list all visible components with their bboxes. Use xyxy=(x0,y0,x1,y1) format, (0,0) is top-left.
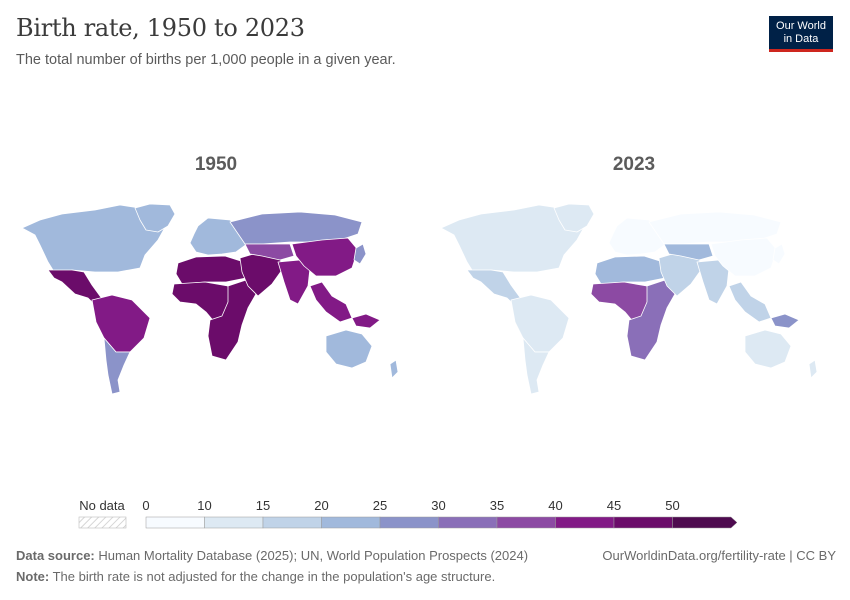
region-2023-north-africa[interactable]: North Africa: 21 xyxy=(594,255,666,285)
legend-tick-label: 45 xyxy=(607,498,621,513)
legend-tick-label: 50 xyxy=(665,498,679,513)
map-title-2023: 2023 xyxy=(612,154,656,175)
region-1950-central-asia[interactable]: Central Asia: 38 xyxy=(244,243,295,261)
region-2023-north-america[interactable]: North America: 11 xyxy=(440,204,588,276)
legend-bin-6 xyxy=(496,516,556,529)
chart-title: Birth rate, 1950 to 2023 xyxy=(16,14,305,42)
legend-tick-label: 30 xyxy=(431,498,445,513)
region-2023-central-asia[interactable]: Central Asia: 22 xyxy=(663,243,714,261)
legend-tick-label: 0 xyxy=(142,498,149,513)
legend-tick-label: 35 xyxy=(490,498,504,513)
world-map-2023: North America: 11Greenland: 13Mexico & C… xyxy=(440,203,818,395)
legend-bin-0 xyxy=(145,516,205,529)
note-label: Note: xyxy=(16,569,50,584)
chart-note: Note: The birth rate is not adjusted for… xyxy=(16,569,495,584)
legend-bin-2 xyxy=(262,516,322,529)
legend-bin-5 xyxy=(438,516,498,529)
legend-tick-label: 40 xyxy=(548,498,562,513)
note-text: The birth rate is not adjusted for the c… xyxy=(52,569,496,584)
source-label: Data source: xyxy=(16,548,95,563)
region-2023-new-guinea[interactable]: New Guinea: 25 xyxy=(770,313,800,329)
legend-tick-label: 10 xyxy=(197,498,211,513)
region-1950-southeast-asia[interactable]: Southeast Asia: 42 xyxy=(309,281,353,323)
chart-subtitle: The total number of births per 1,000 peo… xyxy=(16,52,396,68)
region-2023-australia[interactable]: Australia: 12 xyxy=(744,329,792,369)
region-1950-north-africa[interactable]: North Africa: 47 xyxy=(175,255,247,285)
region-2023-japan[interactable]: Japan: 6 xyxy=(772,243,786,265)
data-source: Data source: Human Mortality Database (2… xyxy=(16,548,528,563)
legend-bin-4 xyxy=(379,516,439,529)
region-2023-china-east-asia[interactable]: China & East Asia: 8 xyxy=(710,237,778,277)
map-title-1950: 1950 xyxy=(194,154,238,175)
legend-bin-1 xyxy=(204,516,264,529)
region-1950-greenland[interactable]: Greenland: 24 xyxy=(134,203,176,233)
region-1950-north-america[interactable]: North America: 24 xyxy=(21,204,169,276)
legend-tick-label: 25 xyxy=(373,498,387,513)
no-data-label: No data xyxy=(79,498,125,513)
region-1950-europe[interactable]: Europe: 21 xyxy=(189,217,248,256)
world-map-1950: North America: 24Greenland: 24Mexico & C… xyxy=(21,203,399,395)
legend-bin-9 xyxy=(672,516,738,529)
region-1950-south-america[interactable]: South America: 44 xyxy=(91,294,151,353)
legend-bin-7 xyxy=(555,516,615,529)
region-1950-new-zealand[interactable]: New Zealand: 24 xyxy=(389,359,399,379)
source-text: Human Mortality Database (2025); UN, Wor… xyxy=(98,548,529,563)
region-2023-southern-cone[interactable]: Southern Cone: 12 xyxy=(522,337,550,395)
logo-line-2: in Data xyxy=(783,33,819,45)
region-1950-japan[interactable]: Japan: 28 xyxy=(353,243,367,265)
source-url-link[interactable]: OurWorldinData.org/fertility-rate | CC B… xyxy=(602,548,836,563)
region-2023-southeast-asia[interactable]: Southeast Asia: 15 xyxy=(728,281,772,323)
region-2023-greenland[interactable]: Greenland: 13 xyxy=(553,203,595,233)
region-1950-china-east-asia[interactable]: China & East Asia: 40 xyxy=(291,237,359,277)
region-2023-europe[interactable]: Europe: 9 xyxy=(608,217,667,256)
region-1950-southern-cone[interactable]: Southern Cone: 26 xyxy=(103,337,131,395)
owid-logo[interactable]: Our World in Data xyxy=(769,16,833,52)
region-2023-south-america[interactable]: South America: 14 xyxy=(510,294,570,353)
legend-tick-label: 20 xyxy=(314,498,328,513)
region-1950-new-guinea[interactable]: New Guinea: 44 xyxy=(351,313,381,329)
region-2023-new-zealand[interactable]: New Zealand: 11 xyxy=(808,359,818,379)
legend-tick-label: 15 xyxy=(256,498,270,513)
legend-bin-8 xyxy=(613,516,673,529)
region-1950-australia[interactable]: Australia: 23 xyxy=(325,329,373,369)
no-data-swatch xyxy=(78,516,127,529)
legend: No data 0 10 15 20 25 30 35 40 45 50 xyxy=(78,498,738,529)
legend-bin-3 xyxy=(321,516,381,529)
logo-line-1: Our World xyxy=(776,20,826,32)
